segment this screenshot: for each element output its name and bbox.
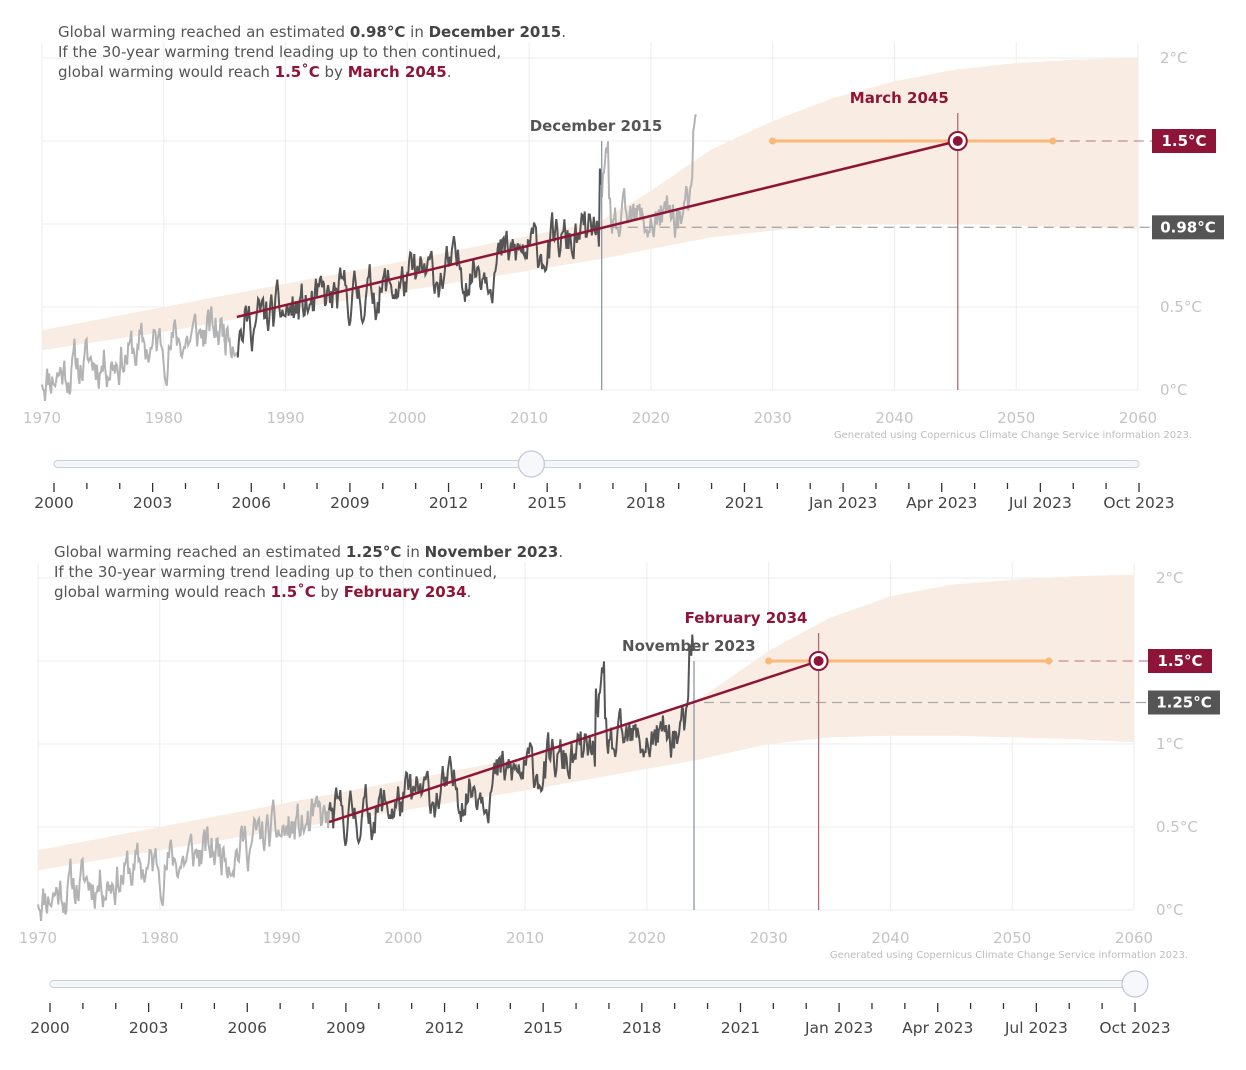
y-tick-label: 0°C [1160, 381, 1188, 399]
slider-tick-label: 2021 [725, 494, 764, 512]
target-marker [813, 656, 824, 666]
value-badge [1148, 649, 1212, 673]
current-date-label: November 2023 [622, 637, 756, 655]
slider-tick-label: Jul 2023 [1004, 1019, 1068, 1037]
slider-tick-label: 2015 [523, 1019, 562, 1037]
slider-tick-label: 2012 [429, 494, 468, 512]
observed-series-early [37, 795, 331, 921]
chart-panel-top: Global warming reached an estimated 0.98… [0, 0, 1246, 530]
value-badge [1152, 129, 1216, 153]
x-tick-label: 2020 [628, 929, 666, 947]
slider-tick-label: 2009 [326, 1019, 365, 1037]
value-badge-label: 1.5°C [1161, 132, 1206, 150]
y-tick-label: 1°C [1156, 735, 1184, 753]
slider-tick-label: 2012 [425, 1019, 464, 1037]
x-tick-label: 1980 [141, 929, 179, 947]
range-bar-end [1045, 657, 1053, 665]
timeline-slider-track [49, 980, 1136, 988]
slider-tick-label: Apr 2023 [902, 1019, 973, 1037]
source-credit: Generated using Copernicus Climate Chang… [834, 430, 1192, 441]
trend-line [236, 139, 959, 319]
current-date-label: December 2015 [530, 117, 663, 135]
x-tick-label: 2000 [388, 409, 426, 427]
chart-subtitle: Global warming reached an estimated 0.98… [58, 23, 566, 81]
slider-tick-label: 2015 [527, 494, 566, 512]
y-tick-label: 2°C [1156, 569, 1184, 587]
slider-tick-label: Apr 2023 [906, 494, 977, 512]
x-tick-label: 2020 [632, 409, 670, 427]
chart-panel-bottom: Global warming reached an estimated 1.25… [0, 520, 1246, 1070]
x-tick-label: 2040 [875, 409, 913, 427]
x-tick-label: 1980 [145, 409, 183, 427]
x-tick-label: 2040 [871, 929, 909, 947]
y-tick-label: 2°C [1160, 49, 1188, 67]
observed-series-early [41, 306, 238, 401]
x-tick-label: 2000 [384, 929, 422, 947]
slider-tick-label: 2000 [30, 1019, 69, 1037]
slider-tick-label: 2021 [721, 1019, 760, 1037]
slider-tick-label: 2018 [626, 494, 665, 512]
slider-tick-label: Jul 2023 [1008, 494, 1072, 512]
source-credit: Generated using Copernicus Climate Chang… [830, 950, 1188, 961]
value-badge-label: 1.5°C [1157, 652, 1202, 670]
target-date-label: February 2034 [685, 609, 808, 627]
slider-tick-label: Jan 2023 [808, 494, 877, 512]
x-tick-label: 2010 [510, 409, 548, 427]
observed-series-late [601, 113, 698, 238]
value-badge [1148, 690, 1220, 715]
value-badge-label: 1.25°C [1156, 694, 1212, 712]
x-tick-label: 1990 [262, 929, 300, 947]
y-tick-label: 0.5°C [1160, 298, 1202, 316]
y-tick-label: 0°C [1156, 901, 1184, 919]
slider-tick-label: 2018 [622, 1019, 661, 1037]
x-tick-label: 1990 [266, 409, 304, 427]
warming-chart: December 2015 March 2045 1970 1980 1990 2000 2… [23, 42, 1224, 512]
slider-tick-label: 2006 [228, 1019, 267, 1037]
slider-tick-label: 2000 [34, 494, 73, 512]
uncertainty-band [42, 58, 1138, 351]
chart-subtitle: Global warming reached an estimated 1.25… [54, 543, 564, 601]
slider-tick-label: 2003 [133, 494, 172, 512]
observed-series-window [328, 634, 695, 846]
observed-series-window [236, 168, 602, 358]
x-tick-label: 2060 [1115, 929, 1153, 947]
x-tick-label: 2010 [506, 929, 544, 947]
x-tick-label: 1970 [23, 409, 61, 427]
target-date-label: March 2045 [850, 89, 949, 107]
timeline-slider-handle[interactable] [517, 450, 546, 478]
x-tick-label: 2050 [993, 929, 1031, 947]
uncertainty-band [38, 574, 1134, 871]
range-bar-end [1049, 137, 1057, 145]
timeline-slider-track [53, 460, 1140, 468]
target-marker [952, 136, 963, 146]
y-tick-label: 0.5°C [1156, 818, 1198, 836]
slider-tick-label: Oct 2023 [1099, 1019, 1170, 1037]
x-tick-label: 2060 [1119, 409, 1157, 427]
slider-tick-label: 2009 [330, 494, 369, 512]
x-tick-label: 2050 [997, 409, 1035, 427]
slider-tick-label: 2003 [129, 1019, 168, 1037]
timeline-slider-handle[interactable] [1121, 970, 1149, 998]
slider-tick-label: Jan 2023 [804, 1019, 873, 1037]
range-bar-start [769, 137, 777, 145]
slider-tick-label: 2006 [232, 494, 271, 512]
value-badge [1152, 215, 1224, 240]
slider-tick-label: Oct 2023 [1103, 494, 1174, 512]
value-badge-label: 0.98°C [1160, 218, 1216, 236]
x-tick-label: 1970 [19, 929, 57, 947]
range-bar-start [765, 657, 773, 665]
x-tick-label: 2030 [750, 929, 788, 947]
trend-line [328, 659, 819, 824]
x-tick-label: 2030 [754, 409, 792, 427]
warming-chart: November 2023 February 2034 1970 1980 1990 20… [19, 562, 1220, 1037]
